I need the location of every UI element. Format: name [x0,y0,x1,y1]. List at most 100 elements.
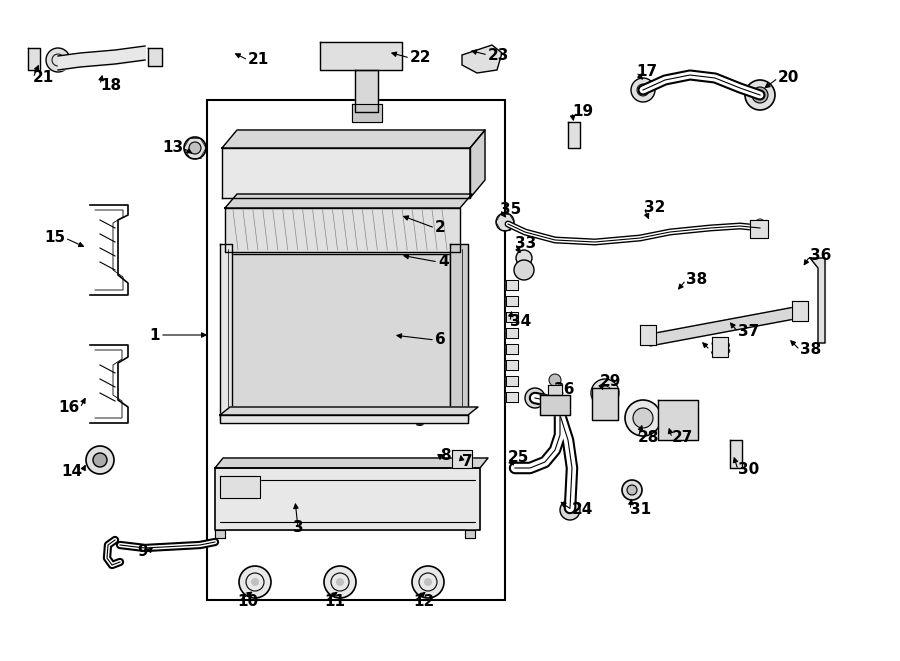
Text: 36: 36 [810,249,832,264]
Polygon shape [506,360,518,370]
Polygon shape [506,312,518,322]
Text: 7: 7 [462,455,472,469]
Circle shape [409,169,421,181]
Polygon shape [470,130,485,198]
Circle shape [324,566,356,598]
Circle shape [631,78,655,102]
Circle shape [349,164,361,176]
Polygon shape [568,122,580,148]
Polygon shape [148,48,162,66]
Circle shape [412,566,444,598]
Text: 37: 37 [738,325,760,340]
Text: 28: 28 [638,430,660,446]
Text: 21: 21 [248,52,269,67]
Polygon shape [452,450,472,468]
Text: 23: 23 [488,48,509,63]
Polygon shape [658,400,698,440]
Polygon shape [215,458,488,468]
Polygon shape [450,244,468,420]
Text: 18: 18 [100,77,122,93]
Polygon shape [220,407,478,415]
Text: 5: 5 [415,414,426,430]
Circle shape [622,480,642,500]
Circle shape [239,566,271,598]
Polygon shape [222,130,485,148]
Circle shape [514,260,534,280]
Text: 4: 4 [438,254,448,270]
Text: 21: 21 [33,71,54,85]
Polygon shape [320,42,402,70]
Text: 19: 19 [572,104,593,120]
Circle shape [433,458,447,472]
Polygon shape [28,48,40,70]
Text: 13: 13 [162,141,183,155]
Circle shape [46,48,70,72]
Text: 30: 30 [738,463,760,477]
Circle shape [336,578,344,586]
Text: 3: 3 [292,520,303,535]
Polygon shape [352,104,382,122]
Polygon shape [225,194,472,208]
Polygon shape [220,415,468,423]
Text: 15: 15 [44,231,65,245]
Polygon shape [225,208,460,252]
Text: 20: 20 [778,71,799,85]
Circle shape [591,379,619,407]
Text: 2: 2 [435,221,446,235]
Polygon shape [215,530,225,538]
Circle shape [86,446,114,474]
Text: 25: 25 [508,451,529,465]
Text: 22: 22 [410,50,431,65]
Polygon shape [220,476,260,498]
Circle shape [184,137,206,159]
Text: 27: 27 [672,430,693,446]
Polygon shape [640,325,656,345]
Polygon shape [506,344,518,354]
Circle shape [549,374,561,386]
Text: 12: 12 [413,594,434,609]
Polygon shape [540,395,570,415]
Text: 31: 31 [630,502,651,518]
Polygon shape [506,280,518,290]
Circle shape [633,408,653,428]
Polygon shape [650,306,800,346]
Text: 38: 38 [686,272,707,288]
Text: 11: 11 [324,594,345,609]
Circle shape [189,142,201,154]
Bar [207,100,505,600]
Text: 33: 33 [515,237,536,251]
Text: 32: 32 [644,200,665,215]
Polygon shape [465,530,475,538]
Circle shape [328,48,344,64]
Text: 9: 9 [138,545,148,559]
Circle shape [251,578,259,586]
Polygon shape [730,440,742,468]
Polygon shape [506,296,518,306]
Circle shape [745,80,775,110]
Circle shape [627,485,637,495]
Text: 24: 24 [572,502,593,518]
Text: 14: 14 [61,465,82,479]
Text: 26: 26 [554,383,575,397]
Text: 8: 8 [440,447,451,463]
Circle shape [755,219,765,229]
Text: 29: 29 [600,375,621,389]
Text: 17: 17 [636,65,657,79]
Polygon shape [506,376,518,386]
Text: 10: 10 [237,594,258,609]
Circle shape [560,500,580,520]
Text: 38: 38 [710,342,731,358]
Circle shape [716,343,724,351]
Polygon shape [222,148,470,198]
Text: 1: 1 [149,327,160,342]
Polygon shape [215,468,480,530]
Circle shape [625,400,661,436]
Circle shape [93,453,107,467]
Polygon shape [810,258,825,343]
Polygon shape [750,220,768,238]
Circle shape [437,462,443,468]
Polygon shape [506,328,518,338]
Circle shape [424,578,432,586]
Polygon shape [712,337,728,357]
Polygon shape [355,70,378,112]
